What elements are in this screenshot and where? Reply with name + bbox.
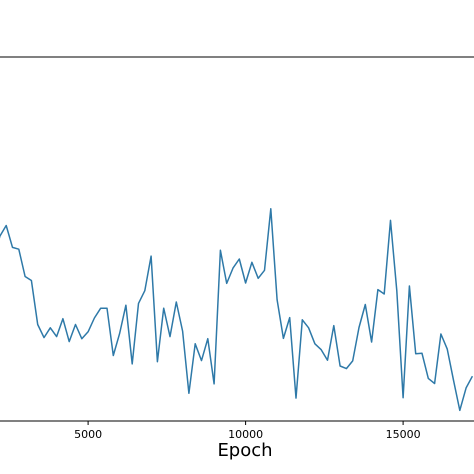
series-layer xyxy=(0,208,474,412)
x-tick-label: 15000 xyxy=(386,428,421,441)
x-axis-label: Epoch xyxy=(217,440,272,461)
x-tick-label: 10000 xyxy=(228,428,263,441)
x-tick-label: 5000 xyxy=(74,428,102,441)
axes-frame xyxy=(0,56,474,422)
series-line-0 xyxy=(0,208,474,412)
x-axis-ticks: 5000 10000 15000 xyxy=(74,421,421,441)
